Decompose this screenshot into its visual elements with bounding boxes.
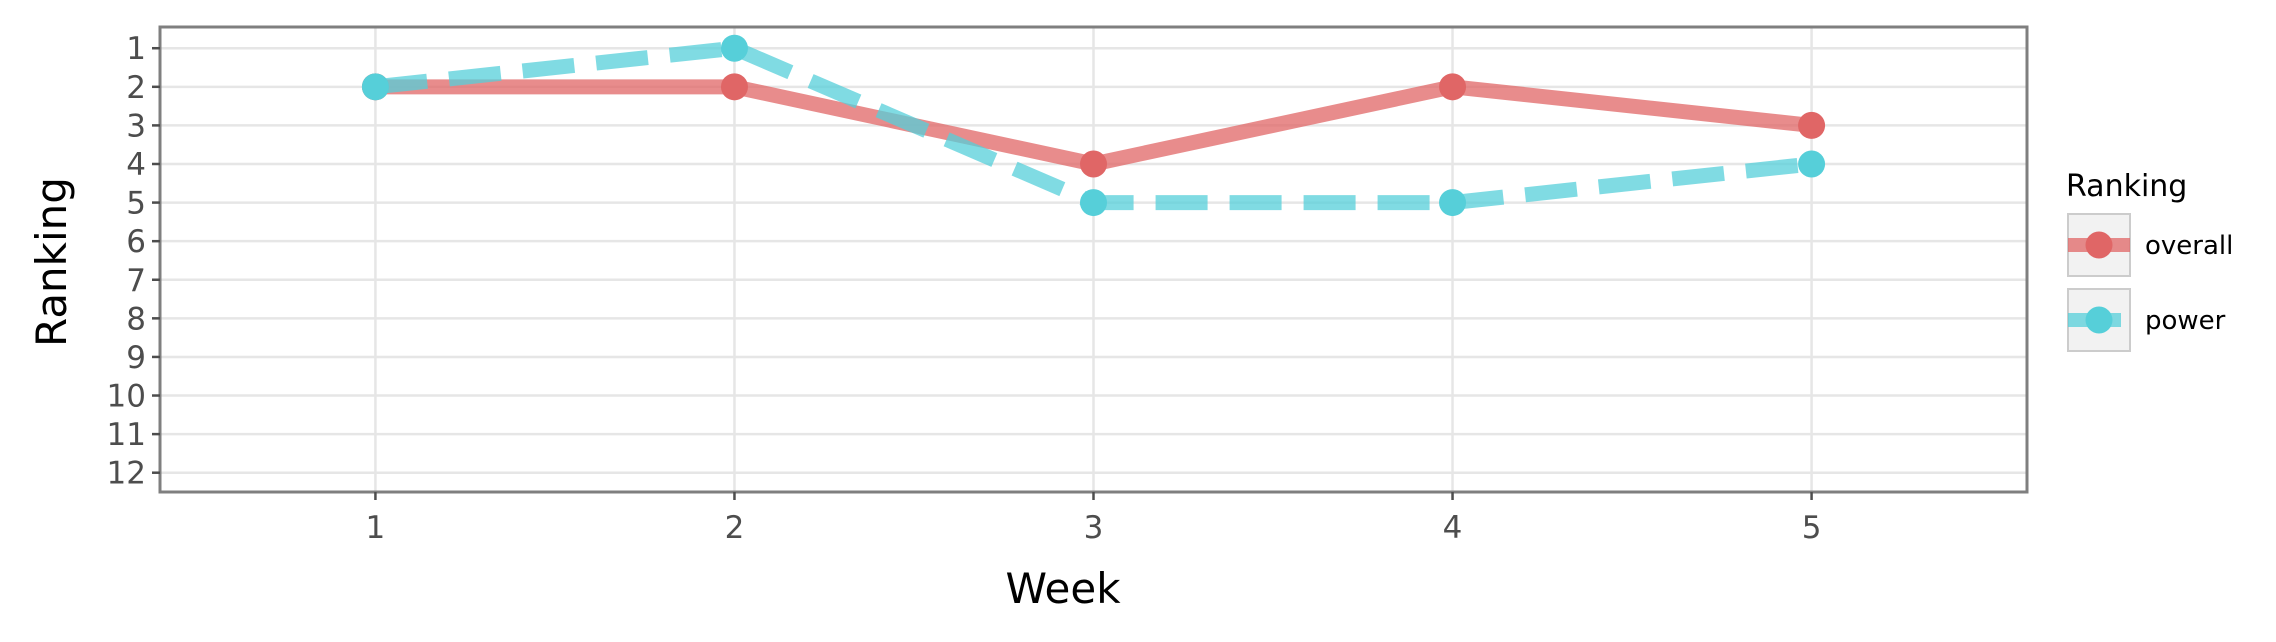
x-axis-title: Week [1005,564,1121,613]
legend-key-point [2085,231,2113,259]
y-tick-label: 9 [126,340,146,376]
x-tick-label: 4 [1443,510,1463,546]
series-power [361,34,1826,217]
data-point-power [361,73,389,101]
x-axis: 1 2 3 4 5 [366,492,1822,546]
legend-item-power: power [2067,288,2226,352]
legend-item-overall: overall [2067,213,2233,277]
y-tick-label: 4 [126,147,146,183]
data-point-overall [720,73,748,101]
x-tick-label: 3 [1084,510,1104,546]
data-point-overall [1080,150,1107,178]
legend-label: overall [2145,231,2233,261]
y-axis-title: Ranking [27,177,76,347]
legend: Ranking overall power [2066,169,2233,352]
data-point-power [1439,189,1467,217]
series-layer [361,34,1826,217]
y-tick-label: 2 [126,70,146,106]
x-tick-label: 1 [366,510,386,546]
y-tick-label: 8 [126,301,146,337]
data-point-power [1080,189,1107,217]
x-gridlines [374,27,1813,492]
data-point-power [720,34,748,62]
y-tick-label: 5 [126,186,146,222]
y-tick-label: 10 [107,379,146,415]
data-point-overall [1798,111,1826,139]
legend-title: Ranking [2066,169,2187,204]
y-tick-label: 6 [126,224,146,260]
x-tick-label: 5 [1802,510,1822,546]
data-point-power [1798,150,1826,178]
data-point-overall [1439,73,1467,101]
y-tick-label: 1 [126,31,146,67]
y-tick-label: 7 [126,263,146,299]
legend-key-point [2085,306,2113,334]
y-tick-label: 11 [107,417,146,453]
x-tick-label: 2 [725,510,745,546]
y-tick-label: 3 [126,108,146,144]
y-tick-label: 12 [107,456,146,492]
legend-label: power [2145,306,2226,336]
